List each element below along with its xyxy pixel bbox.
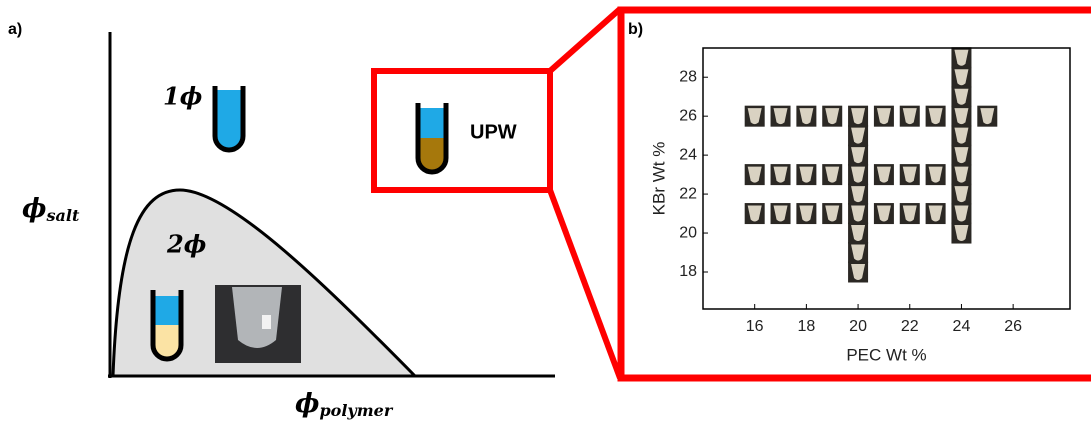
vial [980,108,995,125]
photo [215,285,301,363]
x-tick-label: 20 [849,318,867,335]
phase-label: 1ϕ [163,82,203,111]
y-axis-label: KBr Wt % [649,142,668,216]
vial [928,205,943,222]
vial [902,205,917,222]
vial [773,166,788,183]
x-tick-label: 24 [953,318,971,335]
y-tick-label: 18 [679,263,697,280]
tube-icon [150,290,184,362]
vial [954,186,969,203]
vial [851,244,866,261]
vial [825,166,840,183]
x-tick-label: 16 [746,318,764,335]
vial [954,88,969,105]
vial [851,166,866,183]
x-tick-label: 26 [1004,318,1022,335]
vial [851,205,866,222]
y-axis-label: ϕsalt [22,194,80,225]
panel-frame [617,6,1091,382]
two-phase-region [111,188,419,378]
zoom-box [371,68,553,193]
x-tick-label: 22 [901,318,919,335]
phase-label: 2ϕ [166,230,207,259]
vial [902,108,917,125]
vial [799,166,814,183]
vial [851,108,866,125]
x-axis-label: PEC Wt % [846,345,926,364]
vial [954,147,969,164]
vial [851,263,866,280]
subscript: salt [45,206,79,225]
vial [773,205,788,222]
zoom-line [547,188,623,380]
y-tick-label: 24 [679,146,697,163]
y-tick-label: 28 [679,68,697,85]
vial [747,205,762,222]
vial [954,127,969,144]
zoom-line [548,6,622,74]
vial [876,205,891,222]
vial [747,108,762,125]
y-tick-label: 22 [679,185,697,202]
y-tick-label: 20 [679,224,697,241]
x-tick-label: 18 [797,318,815,335]
vial [954,69,969,86]
plot: 16 18 20 22 24 26 18 20 22 24 26 28 PEC Wt % KBr Wt % [649,47,1071,364]
symbol: ϕ [295,389,319,419]
vial [928,108,943,125]
panel-label: b) [628,21,643,38]
vial [928,166,943,183]
plot-frame [702,47,1071,310]
vial [954,205,969,222]
vial [954,108,969,125]
vial [954,49,969,66]
vial [876,166,891,183]
vial [747,166,762,183]
vial [825,205,840,222]
vial [851,127,866,144]
vial [851,225,866,242]
vial [799,205,814,222]
upw-label: UPW [470,121,517,143]
x-axis-label: ϕpolymer [295,389,394,420]
vial [876,108,891,125]
vial [851,147,866,164]
vial [954,225,969,242]
vial [773,108,788,125]
symbol: ϕ [22,194,46,224]
vial [825,108,840,125]
y-tick-label: 26 [679,107,697,124]
vial [902,166,917,183]
vial [799,108,814,125]
subscript: polymer [319,401,393,420]
tube-icon [212,86,246,153]
vial [954,166,969,183]
tube-icon [415,103,449,175]
panel-label: a) [8,21,22,38]
vial [851,186,866,203]
